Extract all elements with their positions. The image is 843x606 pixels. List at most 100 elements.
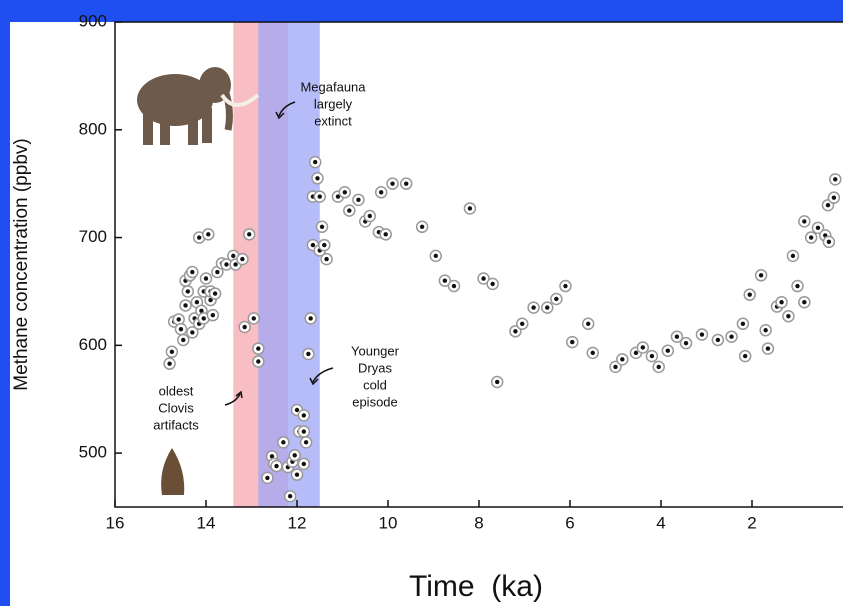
annotation: Dryas bbox=[358, 360, 392, 375]
data-point bbox=[527, 301, 540, 314]
point-core bbox=[779, 300, 784, 305]
point-core bbox=[287, 494, 293, 499]
point-core bbox=[224, 262, 229, 267]
point-core bbox=[570, 339, 575, 345]
spans bbox=[233, 22, 320, 507]
point-core bbox=[322, 242, 327, 248]
annotation: extinct bbox=[314, 113, 352, 128]
data-point bbox=[165, 345, 179, 359]
point-core bbox=[265, 475, 270, 481]
data-point bbox=[822, 235, 836, 249]
point-core bbox=[176, 317, 181, 322]
point-core bbox=[554, 296, 559, 302]
point-core bbox=[590, 350, 595, 356]
point-core bbox=[640, 345, 645, 350]
point-core bbox=[313, 159, 318, 165]
data-point bbox=[782, 309, 795, 323]
data-point bbox=[270, 459, 283, 473]
data-point bbox=[163, 357, 176, 370]
y-tick-label: 700 bbox=[79, 227, 107, 246]
data-point bbox=[343, 204, 356, 217]
point-core bbox=[833, 177, 838, 182]
data-point bbox=[208, 287, 222, 300]
data-point bbox=[247, 312, 261, 325]
data-point bbox=[288, 449, 301, 462]
annotation: artifacts bbox=[153, 417, 199, 432]
data-point bbox=[236, 252, 249, 266]
point-core bbox=[317, 194, 322, 199]
y-tick-label: 800 bbox=[79, 119, 107, 138]
data-point bbox=[754, 269, 768, 282]
point-core bbox=[513, 329, 518, 334]
point-core bbox=[802, 300, 807, 305]
annotation: oldest bbox=[159, 383, 194, 398]
x-tick-label: 6 bbox=[565, 513, 574, 532]
point-core bbox=[269, 454, 275, 459]
data-point bbox=[277, 436, 290, 449]
point-core bbox=[281, 440, 286, 445]
point-core bbox=[758, 273, 764, 278]
data-point bbox=[447, 279, 461, 293]
point-core bbox=[308, 316, 313, 321]
point-core bbox=[292, 453, 297, 458]
data-point bbox=[399, 177, 413, 190]
point-core bbox=[763, 328, 768, 333]
data-point bbox=[581, 317, 595, 331]
point-core bbox=[194, 300, 200, 305]
point-core bbox=[378, 190, 384, 195]
point-core bbox=[786, 314, 791, 319]
data-point bbox=[652, 360, 665, 374]
data-point bbox=[711, 333, 725, 347]
plot bbox=[163, 155, 842, 503]
data-point bbox=[645, 349, 659, 363]
annotation: Clovis bbox=[158, 400, 194, 415]
point-core bbox=[419, 224, 425, 229]
point-core bbox=[383, 232, 388, 237]
data-point bbox=[438, 274, 452, 287]
data-point bbox=[315, 220, 329, 234]
point-core bbox=[802, 219, 807, 224]
point-core bbox=[765, 346, 771, 351]
data-point bbox=[297, 409, 311, 422]
point-core bbox=[256, 359, 261, 364]
data-point bbox=[252, 355, 265, 368]
point-core bbox=[740, 321, 746, 326]
data-point bbox=[261, 471, 274, 485]
data-point bbox=[352, 193, 365, 207]
data-point bbox=[515, 317, 529, 331]
data-point bbox=[179, 299, 192, 312]
point-core bbox=[212, 291, 218, 296]
data-point bbox=[318, 238, 331, 252]
data-point bbox=[798, 215, 811, 228]
point-core bbox=[495, 379, 500, 385]
data-point bbox=[486, 277, 499, 291]
data-point bbox=[609, 360, 622, 374]
time-span bbox=[258, 22, 320, 507]
data-point bbox=[252, 342, 265, 355]
annotation-arrows bbox=[224, 101, 334, 406]
point-core bbox=[196, 235, 202, 240]
data-point bbox=[759, 323, 772, 337]
point-core bbox=[545, 305, 550, 310]
data-point bbox=[202, 228, 215, 241]
point-core bbox=[826, 239, 832, 245]
x-tick-label: 2 bbox=[747, 513, 756, 532]
data-point bbox=[490, 375, 504, 389]
point-core bbox=[467, 206, 473, 211]
point-core bbox=[674, 334, 680, 339]
data-point bbox=[242, 228, 256, 241]
data-point bbox=[827, 191, 841, 204]
point-core bbox=[729, 334, 734, 339]
point-core bbox=[390, 181, 395, 186]
x-tick-label: 10 bbox=[379, 513, 398, 532]
point-core bbox=[242, 324, 247, 330]
data-point bbox=[283, 489, 297, 503]
data-point bbox=[550, 292, 563, 306]
point-core bbox=[347, 208, 352, 213]
data-point bbox=[206, 308, 220, 322]
data-point bbox=[227, 249, 240, 263]
data-point bbox=[374, 186, 388, 199]
point-core bbox=[215, 269, 220, 275]
data-point bbox=[302, 347, 315, 361]
point-core bbox=[190, 330, 195, 335]
